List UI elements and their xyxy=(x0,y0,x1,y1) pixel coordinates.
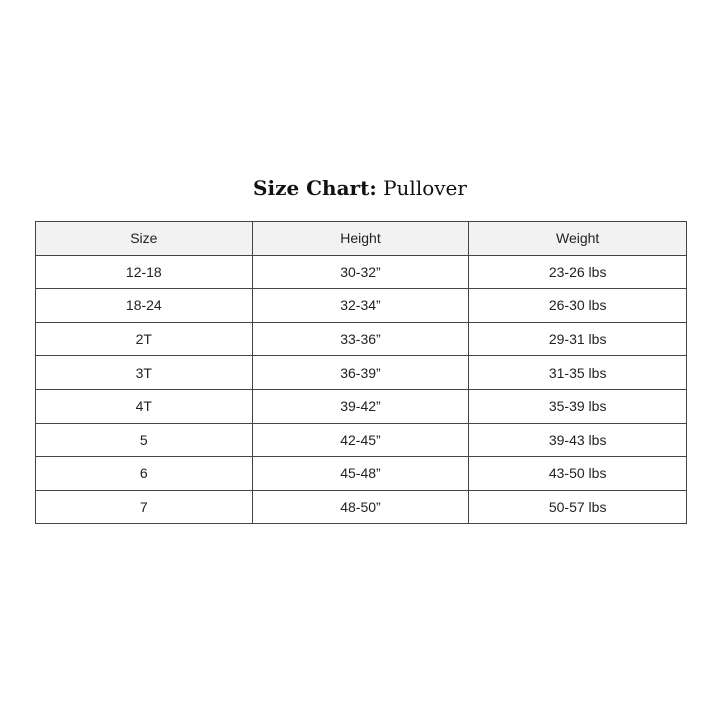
cell-height: 48-50” xyxy=(251,489,470,525)
cell-weight: 23-26 lbs xyxy=(468,254,687,290)
cell-size: 5 xyxy=(35,422,253,458)
page-title: Size Chart: Pullover xyxy=(0,176,720,200)
cell-size: 4T xyxy=(35,388,253,424)
cell-height: 42-45” xyxy=(251,422,470,458)
cell-weight: 43-50 lbs xyxy=(468,456,687,491)
title-bold: Size Chart: xyxy=(253,176,377,200)
cell-size: 18-24 xyxy=(35,288,253,323)
cell-weight: 31-35 lbs xyxy=(468,355,687,390)
cell-size: 12-18 xyxy=(35,254,253,290)
cell-height: 39-42” xyxy=(251,388,470,424)
table-row: 7 48-50” 50-57 lbs xyxy=(35,489,687,525)
cell-weight: 26-30 lbs xyxy=(468,288,687,323)
table-row: 5 42-45” 39-43 lbs xyxy=(35,422,687,458)
header-row: Size Height Weight xyxy=(35,221,687,256)
cell-weight: 50-57 lbs xyxy=(468,489,687,525)
table-row: 3T 36-39” 31-35 lbs xyxy=(35,355,687,390)
header-height: Height xyxy=(251,221,470,256)
cell-weight: 39-43 lbs xyxy=(468,422,687,458)
title-product: Pullover xyxy=(383,176,467,200)
cell-weight: 35-39 lbs xyxy=(468,388,687,424)
table-row: 6 45-48” 43-50 lbs xyxy=(35,456,687,491)
table-row: 2T 33-36” 29-31 lbs xyxy=(35,321,687,357)
cell-height: 33-36” xyxy=(251,321,470,357)
header-size: Size xyxy=(35,221,253,256)
cell-height: 45-48” xyxy=(251,456,470,491)
table-row: 4T 39-42” 35-39 lbs xyxy=(35,388,687,424)
table-row: 12-18 30-32” 23-26 lbs xyxy=(35,254,687,290)
cell-size: 3T xyxy=(35,355,253,390)
cell-height: 30-32” xyxy=(251,254,470,290)
cell-weight: 29-31 lbs xyxy=(468,321,687,357)
cell-size: 6 xyxy=(35,456,253,491)
table-row: 18-24 32-34” 26-30 lbs xyxy=(35,288,687,323)
cell-size: 7 xyxy=(35,489,253,525)
header-weight: Weight xyxy=(468,221,687,256)
cell-height: 36-39” xyxy=(251,355,470,390)
cell-size: 2T xyxy=(35,321,253,357)
cell-height: 32-34” xyxy=(251,288,470,323)
size-chart-table: Size Height Weight 12-18 30-32” 23-26 lbs 1… xyxy=(35,221,687,525)
